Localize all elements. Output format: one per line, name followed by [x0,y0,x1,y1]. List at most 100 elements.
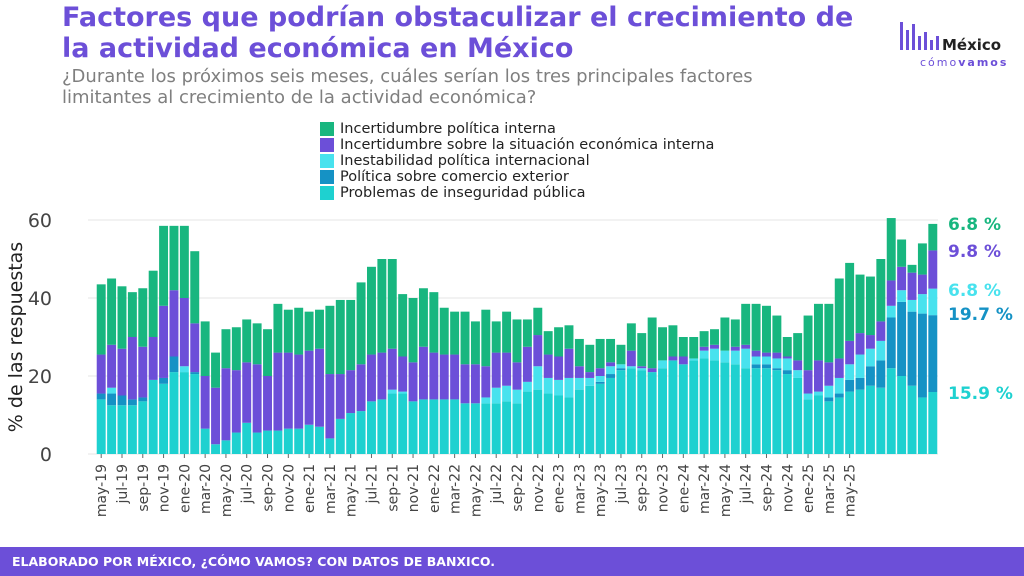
bar-segment [387,393,397,454]
bar-segment [429,292,439,353]
bar-segment [533,307,543,336]
stacked-bar-chart: 0 20 40 60% de las respuestas may-19 jul-19 se… [5,210,1013,517]
bar-segment [450,399,460,454]
bar-segment [720,350,730,363]
y-tick-label: 0 [40,444,52,466]
bar-segment [366,354,376,402]
bar-segment [876,360,886,388]
bar-segment [876,340,886,361]
bar-segment [335,374,345,419]
bar-segment [928,250,938,289]
bar-segment [398,356,408,392]
x-tick-label: ene-21 [302,464,318,513]
bar-segment [179,298,189,367]
mexico-como-vamos-logo: México cómovamos [900,10,1018,70]
end-value-label: 6.8 % [948,215,1001,235]
bar-segment [897,290,907,302]
bar-segment [159,383,169,454]
bar-segment [658,360,668,369]
bar-segment [907,272,917,300]
bar-segment [200,321,210,376]
x-tick-label: jul-23 [614,464,630,505]
bar-segment [190,251,200,324]
bar-segment [283,428,293,454]
x-tick-label: ene-20 [177,464,193,513]
bar-segment [616,368,626,371]
x-tick-label: may-23 [593,464,609,517]
bar-segment [574,338,584,367]
y-axis-label: % de las respuestas [5,242,27,432]
bar-segment [283,352,293,429]
x-tick-label: mar-22 [448,464,464,514]
bar-segment [606,366,616,375]
bar-segment [439,399,449,454]
bar-segment [377,399,387,454]
bar-segment [512,389,522,404]
bar-segment [231,432,241,454]
bar-segment [502,401,512,454]
chart-title: Factores que podrían obstaculizar el cre… [62,2,854,64]
bar-segment [346,299,356,371]
bar-segment [865,276,875,336]
bar-segment [886,218,896,281]
bar-segment [710,329,719,345]
bar-segment [834,278,844,359]
bar-segment [907,299,917,312]
bar-segment [502,311,512,353]
bar-segment [470,321,480,365]
bar-segment [855,389,865,454]
bar-segment [481,397,491,404]
bar-segment [834,397,844,454]
end-value-label: 9.8 % [948,242,1001,262]
x-tick-label: may-22 [468,464,484,517]
bar-segment [855,377,865,390]
bar-segment [782,337,792,357]
bar-segment [917,274,927,295]
bar-segment [522,346,532,382]
bar-segment [803,393,813,400]
x-tick-label: mar-23 [572,464,588,514]
legend-swatch [320,186,334,200]
x-tick-label: jul-19 [115,464,131,505]
bar-segment [668,360,678,454]
legend-label: Inestabilidad política internacional [340,153,590,169]
bar-segment [668,356,678,361]
bar-segment [481,403,491,454]
bar-segment [606,374,616,378]
x-tick-label: jul-22 [489,464,505,505]
bar-segment [387,259,397,349]
bar-segment [138,346,148,398]
bar-segment [190,323,200,373]
bar-segment [585,344,595,373]
bar-segment [606,338,616,363]
bar-segment [710,344,719,349]
y-tick-label: 60 [28,210,52,232]
x-tick-label: may-21 [344,464,360,517]
bar-segment [283,309,293,353]
bar-segment [637,368,647,371]
bar-segment [294,307,304,355]
bar-segment [554,356,564,380]
bar-segment [865,335,875,349]
bar-segment [585,377,595,386]
bar-segment [439,307,449,355]
bar-segment [762,356,771,365]
bar-segment [782,374,792,454]
bar-segment [917,397,927,454]
bar-segment [543,354,553,378]
bar-segment [211,444,221,454]
chart-legend: Incertidumbre política interna Incertidum… [320,121,714,201]
bar-segment [813,360,823,392]
bar-segment [855,274,865,334]
bar-segment [637,366,647,369]
bar-segment [377,352,387,400]
bar-segment [845,391,855,454]
bar-segment [148,270,158,337]
bar-segment [793,360,803,371]
x-tick-label: nov-22 [531,464,547,512]
bar-segment [595,383,605,454]
bar-segment [689,358,699,361]
x-tick-label: nov-21 [406,464,422,512]
bar-segment [855,354,865,378]
bar-segment [699,358,709,454]
